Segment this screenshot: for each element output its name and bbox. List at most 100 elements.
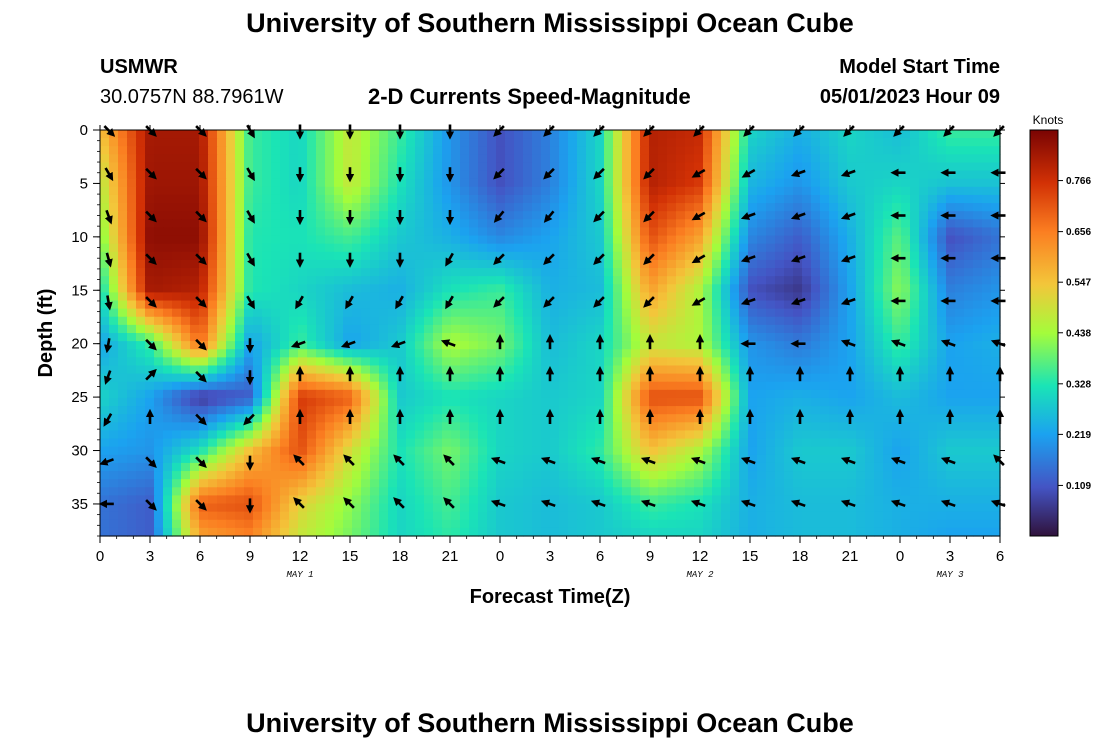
heat-cell: [883, 462, 893, 472]
heat-cell: [955, 130, 965, 139]
heat-cell: [685, 243, 695, 253]
heat-cell: [757, 162, 767, 172]
heat-cell: [649, 154, 659, 164]
heat-cell: [568, 251, 578, 261]
heat-cell: [604, 495, 614, 505]
heat-cell: [766, 381, 776, 391]
heat-cell: [640, 406, 650, 415]
heat-cell: [874, 373, 884, 383]
heat-cell: [604, 194, 614, 204]
heat-cell: [640, 389, 650, 399]
heat-cell: [127, 389, 137, 399]
heat-cell: [811, 389, 821, 399]
heat-cell: [892, 527, 902, 537]
heat-cell: [604, 219, 614, 229]
heat-cell: [487, 259, 497, 269]
heat-cell: [865, 219, 875, 229]
heat-cell: [640, 341, 650, 350]
heat-cell: [100, 397, 110, 407]
heat-cell: [226, 284, 236, 293]
heat-cell: [280, 349, 290, 358]
heat-cell: [136, 446, 146, 456]
heat-cell: [811, 203, 821, 212]
heat-cell: [766, 527, 776, 537]
heat-cell: [910, 527, 920, 537]
heat-cell: [856, 268, 866, 277]
heat-cell: [208, 341, 218, 350]
heat-cell: [262, 203, 272, 212]
heat-cell: [460, 527, 470, 537]
heat-cell: [352, 324, 362, 334]
heat-cell: [487, 381, 497, 391]
heat-cell: [721, 259, 731, 269]
heat-cell: [109, 300, 119, 310]
heat-cell: [748, 186, 758, 196]
heat-cell: [748, 324, 758, 334]
heat-cell: [118, 381, 128, 391]
heat-cell: [109, 170, 119, 180]
heat-cell: [586, 324, 596, 334]
heat-cell: [460, 341, 470, 350]
heat-cell: [595, 194, 605, 204]
heat-cell: [136, 357, 146, 367]
heat-cell: [694, 235, 704, 245]
heat-cell: [406, 276, 416, 285]
heat-cell: [226, 138, 236, 147]
heat-cell: [280, 130, 290, 139]
heat-cell: [478, 276, 488, 285]
heat-cell: [937, 324, 947, 334]
heat-cell: [568, 357, 578, 367]
heat-cell: [865, 357, 875, 367]
heat-cell: [919, 259, 929, 269]
heat-cell: [154, 178, 164, 188]
heat-cell: [334, 487, 344, 496]
heat-cell: [883, 251, 893, 261]
heat-cell: [514, 357, 524, 367]
heat-cell: [622, 292, 632, 302]
heat-cell: [613, 406, 623, 415]
heat-cell: [586, 276, 596, 285]
heat-cell: [271, 276, 281, 285]
heat-cell: [334, 219, 344, 229]
heat-cell: [190, 389, 200, 399]
heat-cell: [991, 471, 1001, 480]
heat-cell: [244, 511, 254, 521]
heat-cell: [658, 243, 668, 253]
heat-cell: [352, 300, 362, 310]
heat-cell: [415, 268, 425, 277]
heat-cell: [217, 130, 227, 139]
heat-cell: [622, 462, 632, 472]
heat-cell: [946, 235, 956, 245]
heat-cell: [415, 389, 425, 399]
heat-cell: [370, 138, 380, 147]
heat-cell: [991, 259, 1001, 269]
heat-cell: [109, 138, 119, 147]
heat-cell: [550, 527, 560, 537]
heat-cell: [991, 308, 1001, 318]
heat-cell: [586, 373, 596, 383]
heat-cell: [199, 194, 209, 204]
heat-cell: [262, 381, 272, 391]
heat-cell: [406, 495, 416, 505]
heat-cell: [883, 203, 893, 212]
heat-cell: [640, 365, 650, 375]
heat-cell: [793, 397, 803, 407]
heat-cell: [523, 292, 533, 302]
heat-cell: [730, 349, 740, 358]
heat-cell: [622, 397, 632, 407]
heat-cell: [406, 138, 416, 147]
heat-cell: [964, 235, 974, 245]
heat-cell: [784, 479, 794, 488]
heat-cell: [658, 203, 668, 212]
heat-cell: [523, 284, 533, 293]
heat-cell: [964, 487, 974, 496]
heat-cell: [703, 268, 713, 277]
heat-cell: [874, 276, 884, 285]
heat-cell: [991, 357, 1001, 367]
heat-cell: [424, 503, 434, 513]
heat-cell: [379, 227, 389, 237]
heat-cell: [838, 349, 848, 358]
heat-cell: [613, 503, 623, 513]
heat-cell: [478, 462, 488, 472]
heat-cell: [964, 462, 974, 472]
